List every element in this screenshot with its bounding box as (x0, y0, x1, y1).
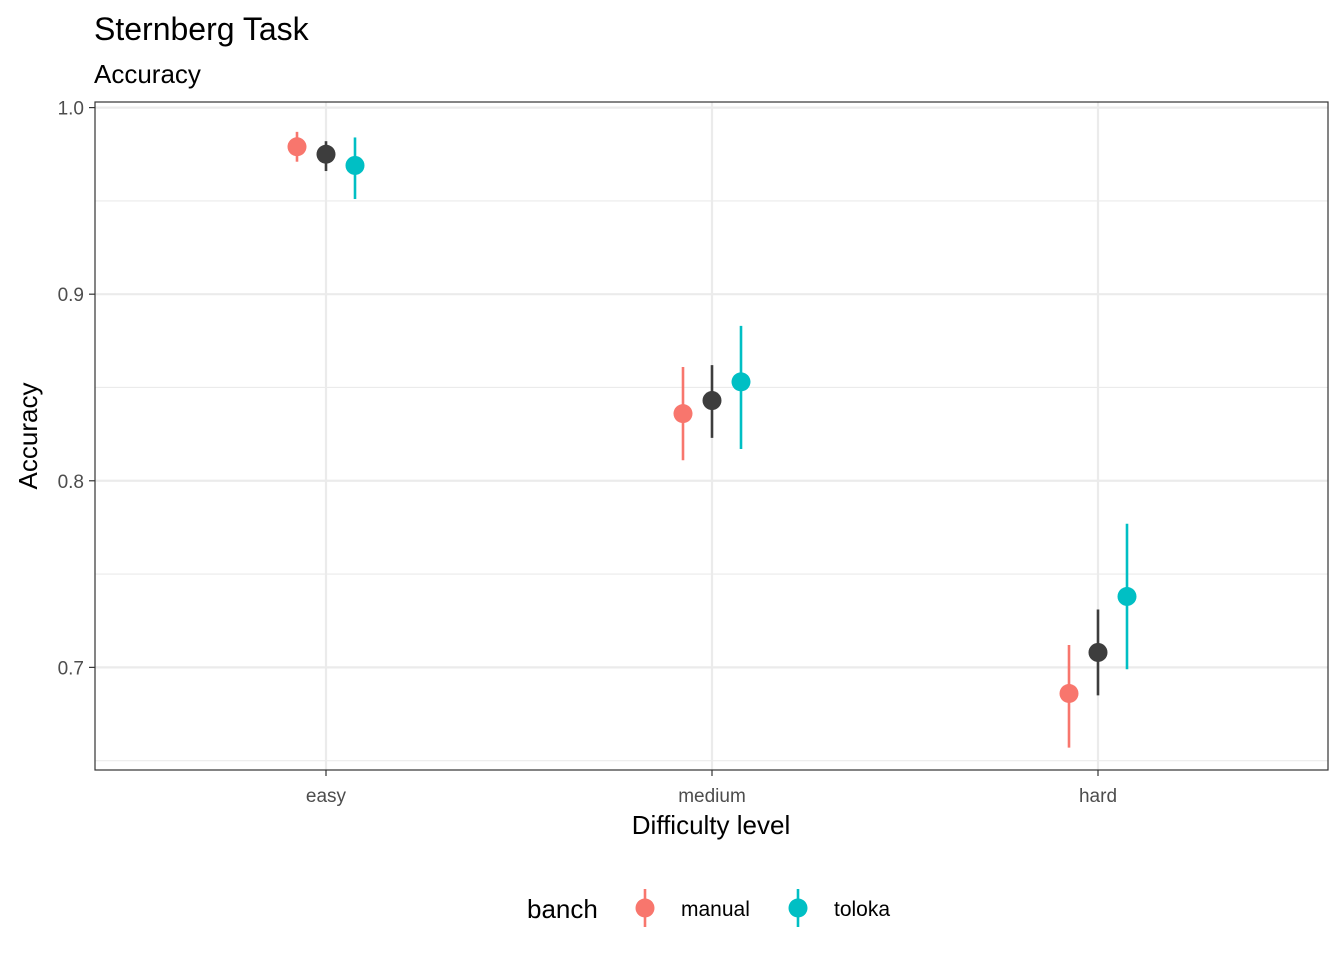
data-point (287, 137, 307, 157)
axes: 0.7 0.8 0.9 1.0 easy medium hard (58, 99, 1117, 807)
y-axis-title: Accuracy (13, 383, 43, 490)
x-tick-label: hard (1079, 786, 1117, 807)
data-point (1088, 642, 1108, 662)
legend-label: manual (681, 898, 750, 921)
y-tick-label: 0.8 (58, 472, 84, 493)
legend-title: banch (527, 894, 598, 924)
data-point (673, 404, 693, 424)
legend-key-point (788, 898, 808, 918)
data-point (345, 155, 365, 175)
data-point (316, 144, 336, 164)
x-tick-label: easy (306, 786, 347, 807)
y-tick-label: 0.7 (58, 658, 84, 679)
grid-lines (95, 102, 1328, 770)
data-layer (287, 131, 1137, 748)
legend: banch manual toloka (527, 889, 890, 927)
data-point (702, 391, 722, 411)
legend-label: toloka (834, 898, 890, 921)
chart-subtitle: Accuracy (94, 59, 201, 89)
chart-title: Sternberg Task (94, 11, 310, 47)
data-point (1117, 586, 1137, 606)
x-axis-title: Difficulty level (632, 810, 790, 840)
x-tick-label: medium (678, 786, 746, 807)
y-tick-label: 1.0 (58, 99, 84, 120)
legend-key-point (635, 898, 655, 918)
y-tick-label: 0.9 (58, 285, 84, 306)
data-point (1059, 683, 1079, 703)
data-point (731, 372, 751, 392)
